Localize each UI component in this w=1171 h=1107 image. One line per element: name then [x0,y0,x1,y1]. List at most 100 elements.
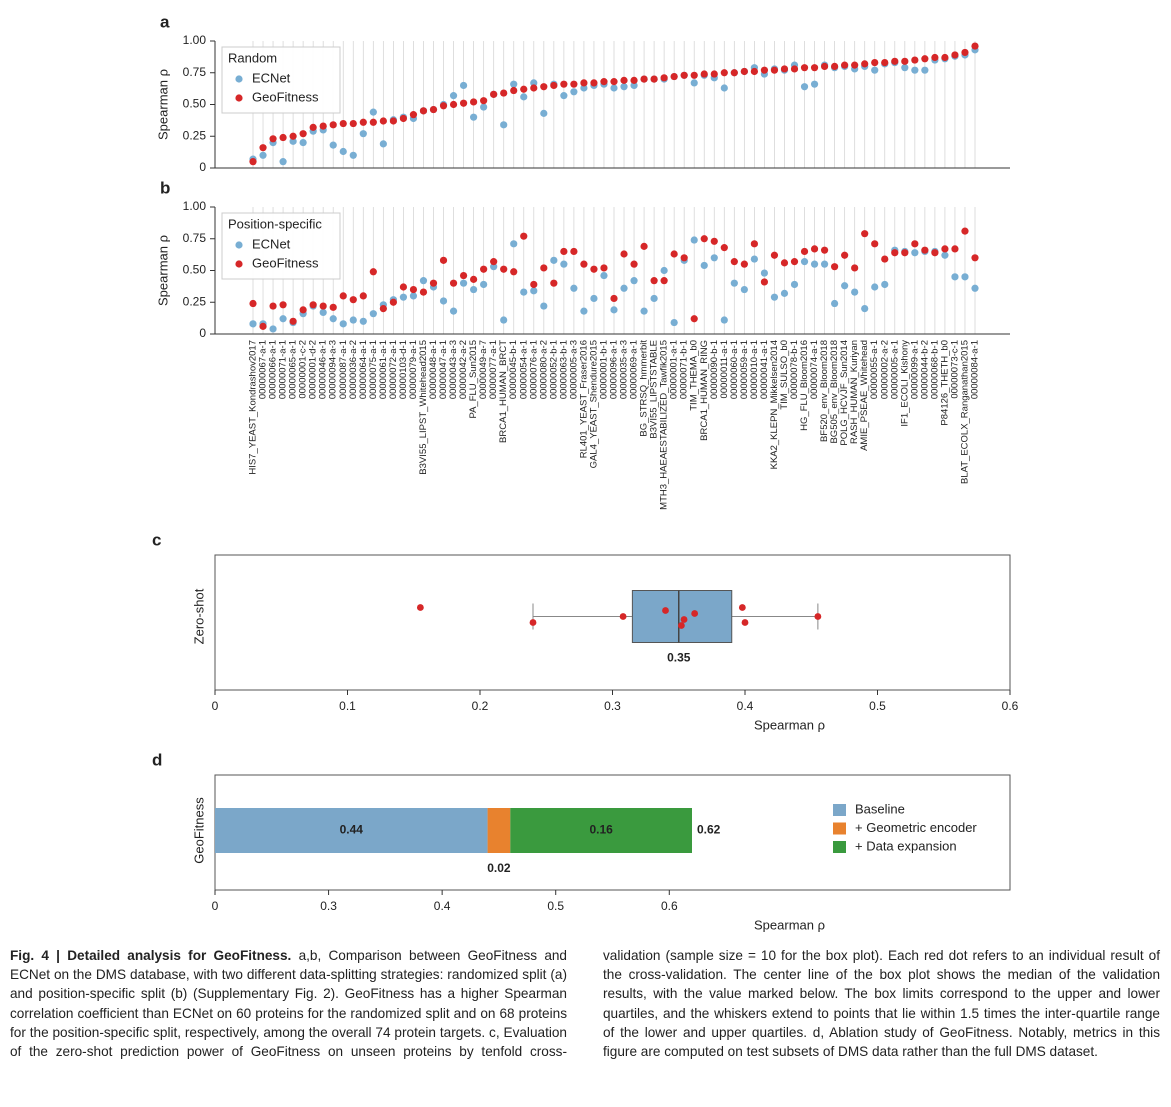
dot [710,254,718,262]
point [678,622,685,629]
dot [720,244,728,252]
dot [500,316,508,324]
dot [409,292,418,300]
dot [530,287,538,295]
dot [500,121,508,129]
x-tick-label: TIM_THEMA_b0 [689,340,700,411]
dot [650,294,658,303]
dot [760,66,769,74]
dot [480,280,488,289]
dot [720,316,728,324]
dot [349,151,357,159]
dot [670,318,678,327]
dot [269,325,277,333]
dot [570,80,578,88]
point [814,613,822,620]
x-tick-label: 00000054-a-1 [518,340,529,399]
dot [580,260,588,268]
dot [399,293,408,301]
point [741,619,749,626]
x-tick-label: 0.2 [472,699,489,713]
dot [530,280,538,289]
y-tick-label: 0 [199,326,206,340]
dot [359,292,367,300]
dot [750,255,758,263]
dot [740,260,748,268]
x-tick-label: 00000099-a-1 [909,340,920,399]
dot [389,298,397,306]
dot [690,79,698,87]
dot [600,264,608,272]
dot [851,264,859,272]
dot [299,130,307,138]
dot [730,69,738,77]
dot [409,285,418,294]
x-tick-label: 00000071-a-1 [278,340,289,399]
dot [510,240,518,248]
x-tick-label: 00000063-b-1 [558,340,569,399]
dot [510,80,518,88]
x-tick-label: BLAT_ECOLX_Ranganathan2015 [959,340,970,484]
dot [891,57,899,65]
dot [680,254,688,262]
x-tick-label: PA_FLU_Sun2015 [468,340,479,419]
x-tick-label: 00000103-d-1 [398,340,409,399]
dot [419,288,428,296]
x-tick-label: 00000036-a-2 [348,340,359,399]
dot [630,76,638,84]
caption-text: a,b, Comparison between GeoFitness and E… [10,948,1160,1060]
x-tick-label: 0.3 [604,699,621,713]
frame [214,554,1011,691]
x-tick-label: RL401_YEAST_Fraser2016 [578,340,589,458]
dot [349,119,357,128]
x-tick-label: 0 [212,699,219,713]
dot [459,81,468,90]
dot [640,242,648,250]
dot [349,316,357,324]
dot [851,288,859,296]
dot [560,92,568,100]
dot [670,250,678,258]
dot [339,292,347,300]
dot [249,299,257,308]
x-tick-label: 00000094-a-3 [328,340,339,399]
x-tick-label: 00000001-d-2 [308,340,319,399]
dot [259,151,267,159]
dot [770,293,779,301]
y-category: Zero-shot [191,588,206,644]
x-tick-label: 00000052-b-1 [548,340,559,399]
point [662,607,669,614]
box [631,590,733,643]
dot [690,71,698,79]
dot [570,284,578,292]
dot [861,60,869,68]
dot [620,83,628,91]
dot [951,245,959,253]
dot [660,277,668,285]
x-tick-label: 00000079-a-1 [408,340,419,399]
dot [881,255,889,263]
x-tick-label: 00000066-a-1 [268,340,279,399]
point [738,604,746,611]
dot [790,280,799,289]
dot [620,284,628,292]
dot [610,294,618,303]
dot [449,100,458,109]
dot [690,236,698,244]
x-tick-label: P84126_THETH_b0 [939,340,950,426]
dot [941,245,949,253]
dot [459,279,468,287]
dot [490,258,498,266]
dot [590,79,598,87]
point [619,613,627,620]
dot [339,320,347,328]
legend-label: ECNet [252,236,291,251]
dot [419,277,428,285]
y-category: GeoFitness [191,797,206,864]
dot [640,75,648,83]
dot [490,90,498,98]
dot [780,259,789,267]
dot [470,285,478,294]
x-tick-label: 0.1 [339,699,356,713]
dot [790,258,799,266]
